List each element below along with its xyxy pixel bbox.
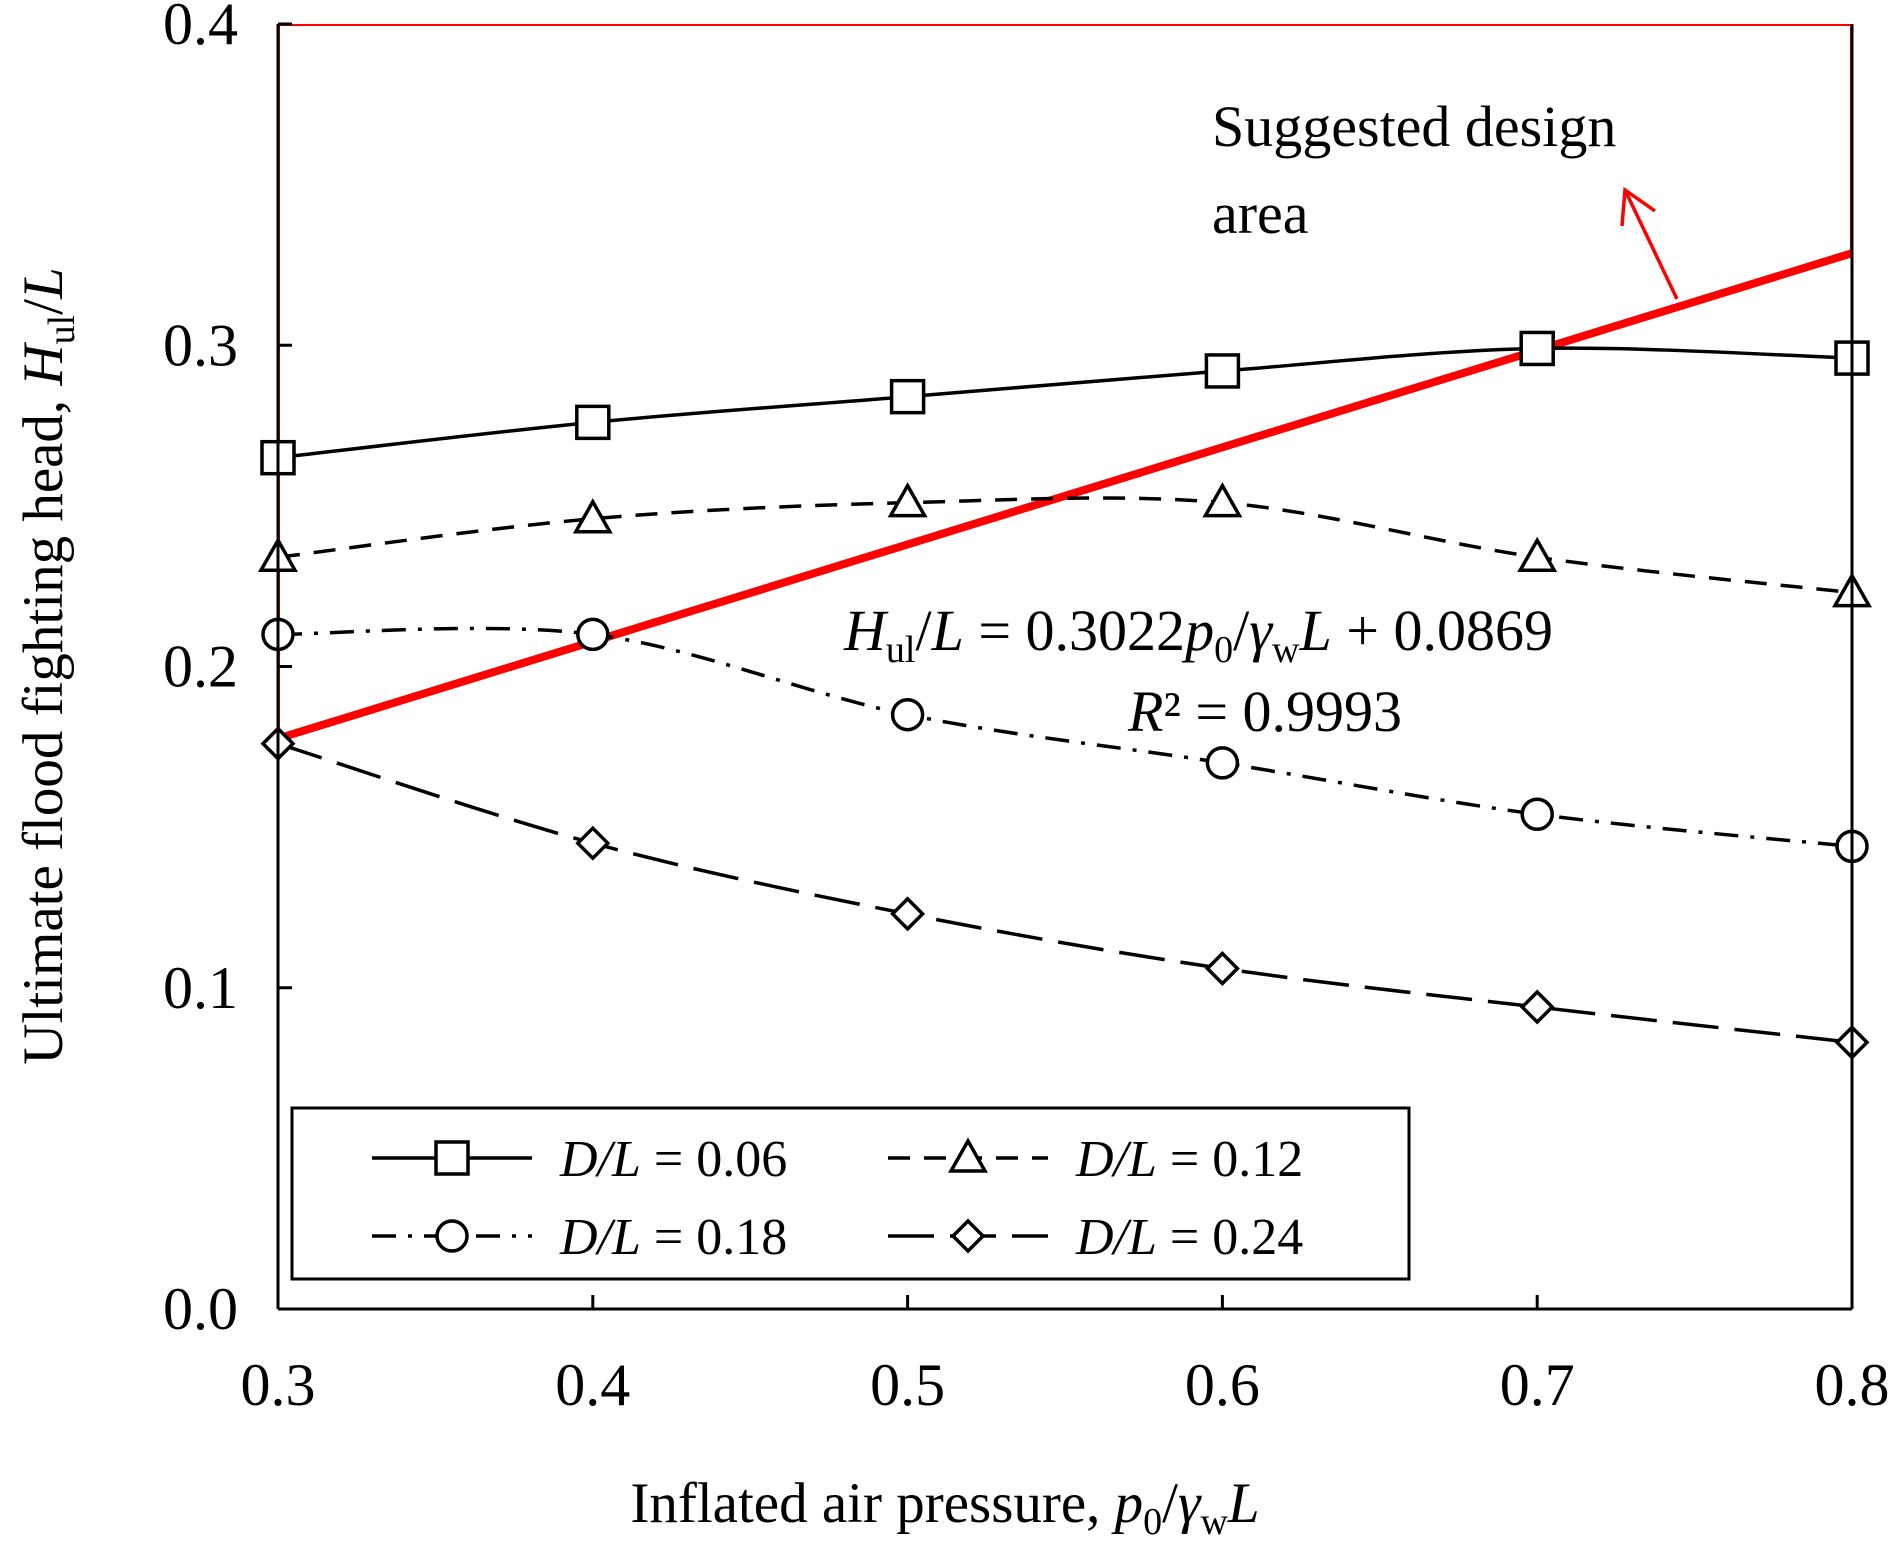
x-tick-label: 0.3 <box>241 1352 316 1418</box>
legend-label: D/L = 0.18 <box>559 1209 787 1266</box>
legend-entry: D/L = 0.12 <box>888 1131 1303 1188</box>
x-tick-label: 0.6 <box>1185 1352 1260 1418</box>
fit-equation: Hul/L = 0.3022p0/γwL + 0.0869 <box>843 598 1553 671</box>
legend-entry: D/L = 0.18 <box>372 1209 787 1266</box>
data-point <box>889 378 926 415</box>
series-line <box>277 496 1853 595</box>
data-point <box>1520 797 1554 832</box>
legend-label: D/L = 0.12 <box>1075 1131 1303 1188</box>
series-line <box>277 626 1853 849</box>
design-note-arrow <box>1620 186 1679 300</box>
data-point <box>575 825 611 861</box>
x-tick-label: 0.8 <box>1815 1352 1890 1418</box>
series-square <box>260 330 1870 476</box>
series-circle <box>261 617 1869 864</box>
series-diamond <box>260 726 1870 1060</box>
legend-entry: D/L = 0.06 <box>372 1131 787 1188</box>
legend-label: D/L = 0.24 <box>1075 1209 1303 1266</box>
data-point <box>887 482 928 518</box>
legend-label: D/L = 0.06 <box>559 1131 787 1188</box>
data-point <box>890 697 925 732</box>
data-point <box>1517 536 1558 573</box>
data-point <box>1519 330 1555 367</box>
data-point <box>1202 482 1243 518</box>
data-point <box>1204 353 1241 389</box>
data-point <box>576 617 610 652</box>
design-area-layer <box>278 24 1852 743</box>
data-point <box>1204 951 1240 986</box>
tick-layer: 0.3 0.4 0.5 0.6 0.7 0.8 0.0 0.1 0.2 0.3 0.4 <box>163 0 1890 1418</box>
series-line <box>277 346 1853 460</box>
legend-box <box>290 1106 1411 1281</box>
x-tick-label: 0.4 <box>555 1352 630 1418</box>
x-axis-label: Inflated air pressure, p0/γwL <box>630 1472 1259 1543</box>
data-point <box>1519 989 1555 1025</box>
y-tick-label: 0.0 <box>163 1276 238 1342</box>
design-note-line1: Suggested design <box>1212 94 1616 159</box>
y-axis-label: Ultimate flood fighting head, Hul/L <box>12 267 83 1064</box>
series-line <box>277 741 1853 1045</box>
x-tick-label: 0.7 <box>1500 1352 1575 1418</box>
legend-entry: D/L = 0.24 <box>888 1209 1303 1266</box>
data-point <box>890 896 926 932</box>
series-triangle <box>257 482 1873 608</box>
data-point <box>1205 746 1240 780</box>
y-tick-label: 0.3 <box>163 312 238 378</box>
y-tick-label: 0.2 <box>163 634 238 700</box>
y-tick-label: 0.4 <box>163 0 238 57</box>
legend-items: D/L = 0.06 D/L = 0.12 D/L = 0.18 D/L = 0.24 <box>372 1131 1303 1266</box>
y-tick-label: 0.1 <box>163 955 238 1021</box>
legend-swatch-marker <box>435 1219 469 1253</box>
fit-line <box>278 249 1852 743</box>
legend: D/L = 0.06 D/L = 0.12 D/L = 0.18 D/L = 0.24 <box>290 1106 1411 1281</box>
x-tick-label: 0.5 <box>870 1352 945 1418</box>
legend-swatch-marker <box>947 1137 989 1173</box>
r-squared: R² = 0.9993 <box>1127 679 1402 744</box>
design-note-line2: area <box>1212 181 1309 246</box>
series-layer <box>257 330 1873 1060</box>
data-point <box>572 498 613 534</box>
data-point <box>575 404 611 441</box>
legend-swatch-marker <box>950 1218 986 1254</box>
legend-swatch-marker <box>434 1140 470 1176</box>
